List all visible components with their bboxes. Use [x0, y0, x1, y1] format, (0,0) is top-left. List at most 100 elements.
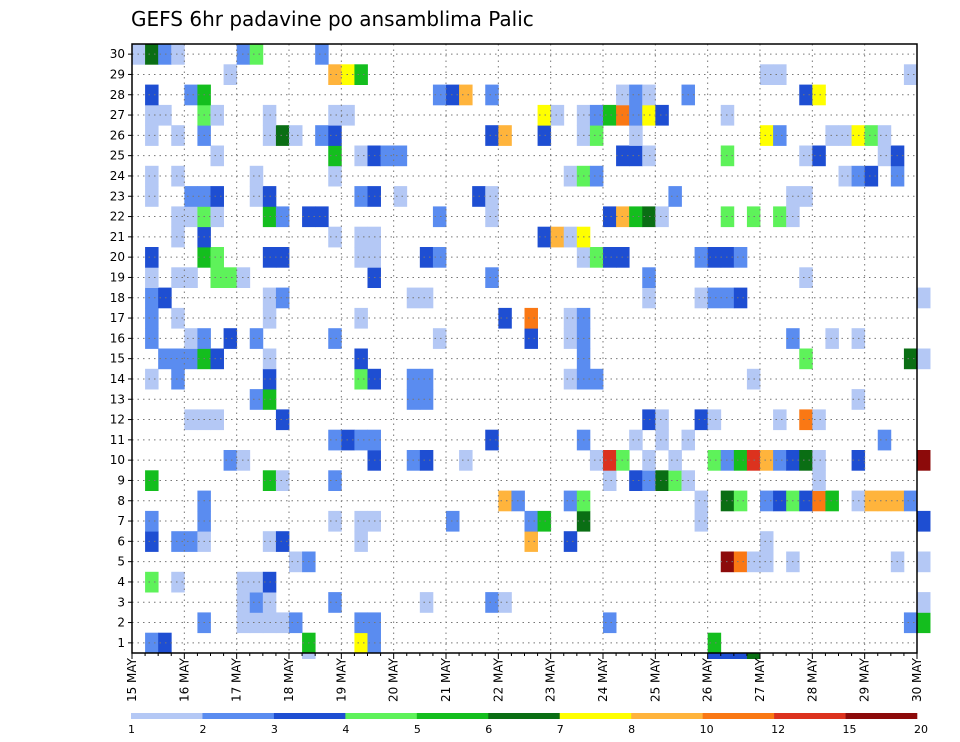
heatmap-cell: [799, 145, 813, 167]
y-tick-label: 5: [117, 555, 125, 569]
heatmap-cell: [877, 125, 892, 146]
heatmap-cell: [603, 206, 617, 228]
heatmap-cell: [629, 104, 643, 126]
heatmap-cell: [733, 247, 748, 268]
heatmap-cell: [812, 409, 826, 431]
heatmap-cell: [485, 429, 499, 451]
heatmap-cell: [145, 165, 159, 187]
colorbar-label: 10: [700, 723, 714, 736]
heatmap-cell: [864, 490, 879, 512]
heatmap-cell: [563, 307, 578, 329]
x-tick-label: 28 MAY: [805, 657, 819, 702]
heatmap-cell: [315, 44, 329, 65]
heatmap-cell: [877, 490, 892, 512]
heatmap-cell: [354, 510, 368, 532]
colorbar-label: 6: [485, 723, 492, 736]
heatmap-cells: [132, 44, 931, 659]
heatmap-cell: [459, 84, 473, 106]
colorbar-swatch: [488, 713, 561, 719]
heatmap-cell: [341, 64, 355, 85]
colorbar-label: 20: [914, 723, 928, 736]
heatmap-cell: [812, 470, 826, 491]
heatmap-cell: [707, 632, 722, 654]
heatmap-cell: [589, 104, 604, 126]
colorbar-swatch: [202, 713, 275, 719]
heatmap-cell: [158, 104, 172, 126]
heatmap-cell: [145, 186, 159, 207]
heatmap-cell: [485, 592, 499, 613]
heatmap-cell: [773, 409, 787, 431]
heatmap-cell: [799, 450, 813, 471]
heatmap-cell: [812, 84, 826, 106]
heatmap-cell: [655, 409, 669, 431]
heatmap-cell: [498, 125, 512, 146]
heatmap-cell: [524, 510, 538, 532]
y-tick-label: 3: [117, 595, 125, 609]
heatmap-cell: [668, 186, 682, 207]
colorbar: 1 2 3 4 5 6 7 8 10 12 15 20: [128, 713, 928, 736]
heatmap-cell: [799, 186, 813, 207]
heatmap-cell: [603, 247, 617, 268]
heatmap-cell: [354, 186, 368, 207]
heatmap-cell: [589, 450, 604, 471]
colorbar-swatch: [559, 713, 632, 719]
heatmap-cell: [760, 490, 774, 512]
heatmap-cell: [563, 531, 578, 552]
heatmap-cell: [432, 84, 447, 106]
heatmap-cell: [275, 409, 290, 431]
colorbar-label: 15: [843, 723, 857, 736]
y-tick-label: 20: [110, 250, 125, 264]
heatmap-cell: [184, 409, 198, 431]
heatmap-cell: [249, 571, 264, 593]
heatmap-cell: [315, 125, 329, 146]
heatmap-cell: [393, 186, 408, 207]
y-tick-label: 19: [110, 270, 125, 284]
heatmap-cell: [419, 368, 434, 390]
heatmap-cell: [249, 44, 264, 65]
heatmap-cell: [563, 328, 578, 349]
heatmap-cell: [341, 104, 355, 126]
y-tick-label: 27: [110, 108, 125, 122]
heatmap-cell: [446, 510, 460, 532]
heatmap-cell: [694, 510, 709, 532]
heatmap-cell: [328, 592, 342, 613]
heatmap-cell: [171, 206, 185, 228]
heatmap-cell-below-axis: [720, 653, 735, 659]
heatmap-cell: [145, 368, 159, 390]
heatmap-cell: [354, 531, 368, 552]
heatmap-cell: [354, 429, 368, 451]
heatmap-cell: [419, 247, 434, 268]
heatmap-cell: [773, 206, 787, 228]
heatmap-cell: [328, 226, 342, 248]
heatmap-cell: [223, 450, 238, 471]
y-tick-label: 9: [117, 473, 125, 487]
heatmap-cell: [275, 247, 290, 268]
heatmap-cell: [917, 510, 931, 532]
heatmap-cell: [629, 470, 643, 491]
y-tick-label: 28: [110, 88, 125, 102]
heatmap-cell: [328, 470, 342, 491]
y-tick-label: 11: [110, 433, 125, 447]
heatmap-cell: [158, 44, 172, 65]
heatmap-cell: [917, 287, 931, 309]
heatmap-cell: [642, 267, 656, 288]
y-tick-label: 8: [117, 494, 125, 508]
heatmap-cell: [537, 510, 552, 532]
y-tick-label: 23: [110, 189, 125, 203]
heatmap-cell: [773, 64, 787, 85]
heatmap-cell: [903, 348, 918, 370]
heatmap-cell: [145, 632, 159, 654]
heatmap-cell: [485, 206, 499, 228]
heatmap-cell: [524, 307, 538, 329]
heatmap-cell: [223, 267, 238, 288]
y-tick-label: 22: [110, 210, 125, 224]
heatmap-cell: [171, 125, 185, 146]
colorbar-swatch: [273, 713, 346, 719]
heatmap-cell: [550, 226, 565, 248]
heatmap-cell: [917, 551, 931, 573]
heatmap-cell: [459, 450, 473, 471]
heatmap-cell: [145, 328, 159, 349]
heatmap-cell: [249, 612, 264, 634]
heatmap-cell: [733, 287, 748, 309]
heatmap-cell: [171, 348, 185, 370]
